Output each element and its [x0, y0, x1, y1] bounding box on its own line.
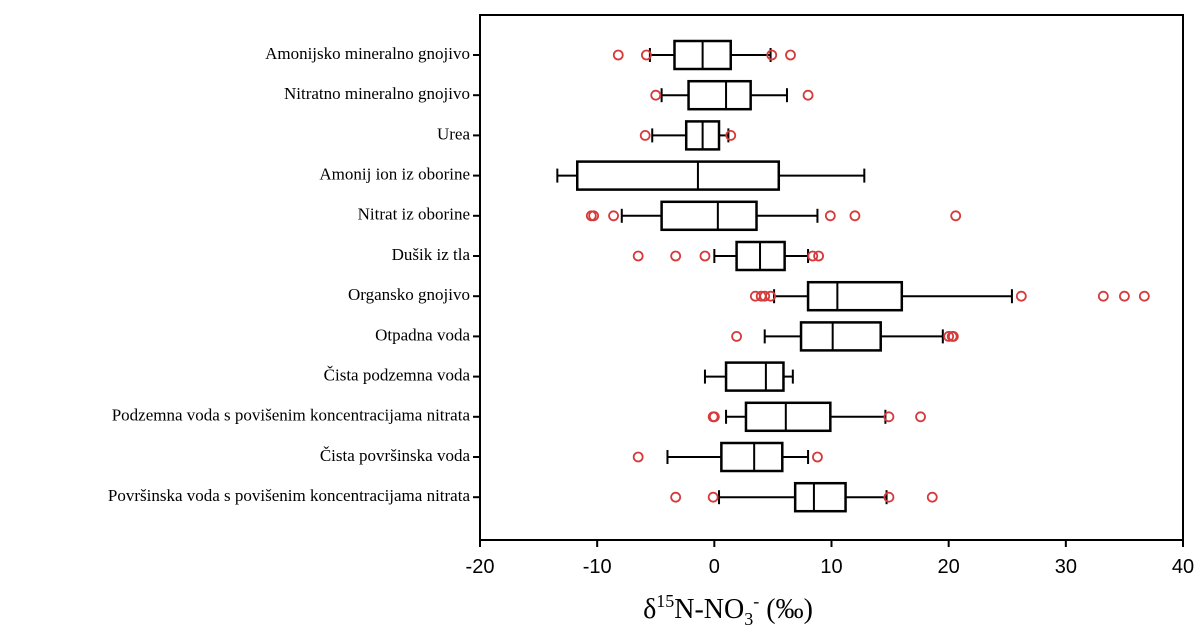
outlier	[1015, 290, 1027, 302]
outlier	[640, 49, 652, 61]
outlier	[915, 411, 926, 423]
box	[660, 200, 758, 232]
box	[575, 160, 781, 191]
x-label-part: 15	[656, 591, 674, 611]
outlier	[824, 210, 836, 222]
y-tick-label: Nitrat iz oborine	[358, 205, 470, 224]
outlier	[650, 89, 662, 101]
outlier	[699, 250, 711, 262]
outlier	[708, 411, 720, 423]
y-tick-label: Nitratno mineralno gnojivo	[284, 84, 470, 103]
y-tick-label: Čista površinska voda	[320, 446, 471, 465]
outlier	[608, 210, 619, 222]
outlier	[813, 250, 825, 262]
outlier	[1138, 290, 1150, 302]
outlier	[731, 330, 742, 342]
outlier	[670, 491, 682, 503]
outlier	[1119, 290, 1130, 302]
y-tick-label: Amonij ion iz oborine	[319, 165, 470, 184]
x-tick-label: 10	[820, 556, 842, 578]
x-label-part: N-NO	[674, 594, 744, 625]
x-label-part: 3	[744, 609, 753, 629]
y-tick-label: Urea	[437, 124, 470, 143]
x-label-part: (‰)	[759, 594, 813, 625]
box	[687, 79, 752, 111]
box	[799, 321, 882, 352]
y-tick-label: Dušik iz tla	[392, 245, 471, 264]
y-tick-label: Podzemna voda s povišenim koncentracijam…	[112, 406, 471, 425]
outlier	[1097, 290, 1109, 302]
outlier	[766, 49, 778, 61]
box	[806, 280, 904, 312]
outlier	[765, 290, 776, 302]
outlier	[950, 210, 962, 222]
outlier	[812, 451, 823, 463]
box	[793, 481, 847, 513]
box	[720, 441, 784, 473]
outlier	[802, 89, 814, 101]
plot-frame	[479, 14, 1184, 541]
box	[744, 401, 832, 433]
outlier	[926, 491, 938, 503]
y-tick-label: Otpadna voda	[375, 325, 470, 344]
outlier	[670, 250, 682, 262]
outlier	[612, 49, 624, 61]
outlier	[807, 250, 819, 262]
x-tick-label: 20	[938, 556, 960, 578]
x-tick-label: 0	[709, 556, 720, 578]
x-tick-label: -20	[466, 556, 495, 578]
outlier	[632, 250, 644, 262]
outlier	[883, 411, 895, 423]
x-tick-label: -10	[583, 556, 612, 578]
x-label-part: -	[753, 591, 759, 611]
x-tick-label: 40	[1172, 556, 1194, 578]
outlier	[588, 210, 600, 222]
x-tick-label: 30	[1055, 556, 1077, 578]
outlier	[632, 451, 644, 463]
outlier	[639, 129, 651, 141]
y-tick-label: Površinska voda s povišenim koncentracij…	[108, 486, 471, 505]
outlier	[883, 491, 895, 503]
outlier	[785, 49, 796, 61]
outlier	[759, 290, 771, 302]
x-label-part: δ	[643, 594, 656, 625]
y-tick-label: Organsko gnojivo	[348, 285, 470, 304]
outlier	[849, 210, 861, 222]
y-tick-label: Amonijsko mineralno gnojivo	[265, 44, 470, 63]
x-axis-label: δ15N-NO3- (‰)	[643, 591, 813, 629]
outlier	[725, 129, 737, 141]
outlier	[707, 491, 719, 503]
outlier	[947, 330, 959, 342]
outlier	[943, 330, 955, 342]
y-tick-label: Čista podzemna voda	[324, 366, 471, 385]
box	[724, 361, 785, 392]
